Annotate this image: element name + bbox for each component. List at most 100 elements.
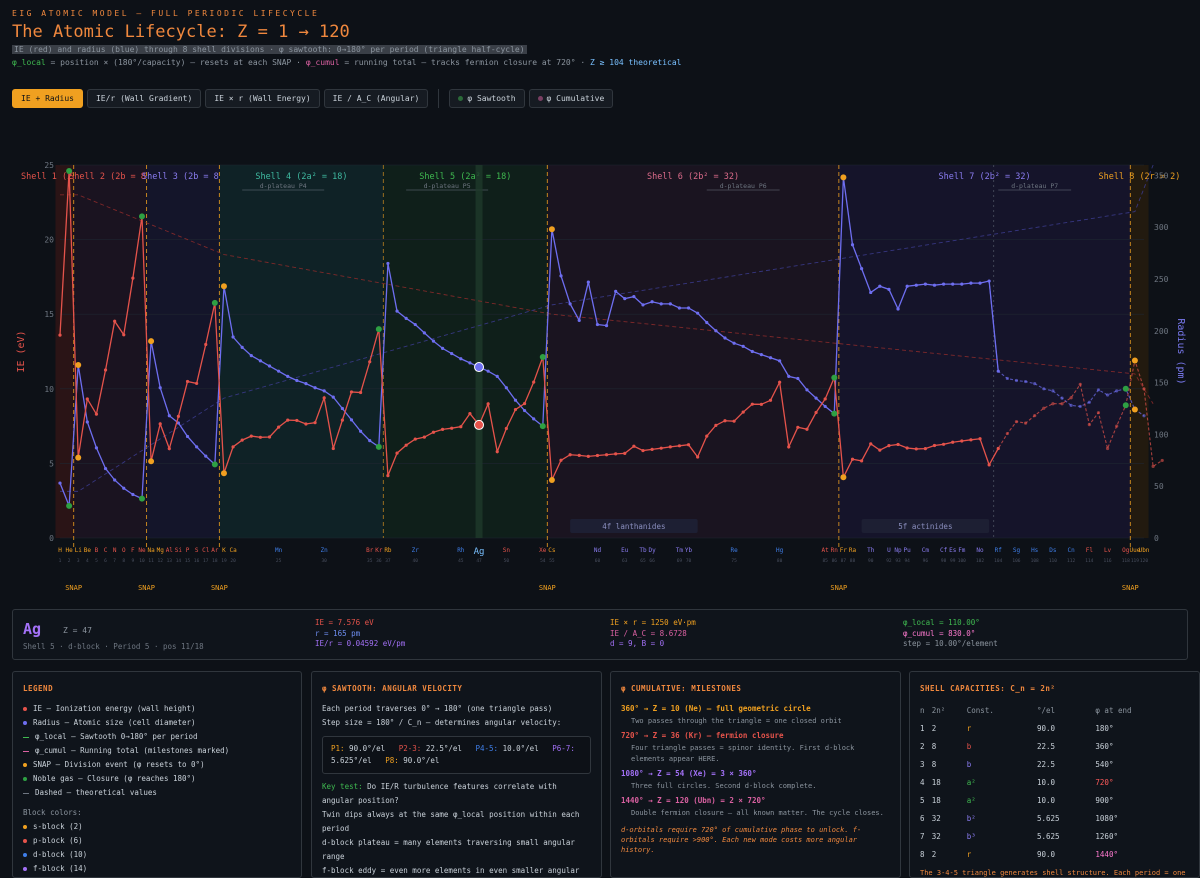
ie-point[interactable] <box>960 439 964 443</box>
ie-point[interactable] <box>440 427 445 431</box>
ie-point[interactable] <box>413 437 417 441</box>
radius-point[interactable] <box>113 478 117 482</box>
ie-point[interactable] <box>932 443 937 448</box>
tab-ie-radius[interactable]: IE + Radius <box>12 89 83 108</box>
ie-point[interactable] <box>768 398 773 402</box>
radius-point[interactable] <box>204 454 208 458</box>
radius-point[interactable] <box>796 376 800 381</box>
radius-point[interactable] <box>559 274 563 278</box>
radius-point[interactable] <box>267 364 272 368</box>
snap-ie-marker[interactable] <box>148 458 155 465</box>
ie-point[interactable] <box>504 426 508 431</box>
ie-point[interactable] <box>814 410 818 415</box>
radius-point[interactable] <box>750 349 754 354</box>
ie-point[interactable] <box>185 379 190 384</box>
noble-gas-radius-marker[interactable] <box>211 461 218 468</box>
ie-point[interactable] <box>978 437 982 441</box>
ie-point[interactable] <box>604 453 609 457</box>
radius-point[interactable] <box>413 322 417 327</box>
radius-point[interactable] <box>486 369 490 373</box>
radius-point[interactable] <box>158 386 162 390</box>
ie-point[interactable] <box>559 458 563 462</box>
radius-point[interactable] <box>331 395 335 399</box>
radius-point[interactable] <box>422 331 426 335</box>
radius-point[interactable] <box>595 322 600 327</box>
radius-point[interactable] <box>359 429 363 433</box>
radius-point[interactable] <box>1042 387 1046 391</box>
ie-point[interactable] <box>1042 406 1046 410</box>
ie-point[interactable] <box>923 447 927 451</box>
ie-point[interactable] <box>304 422 308 426</box>
ie-point[interactable] <box>705 434 709 438</box>
radius-point[interactable] <box>805 388 809 392</box>
radius-point[interactable] <box>249 354 253 358</box>
radius-point[interactable] <box>1096 388 1101 392</box>
ie-point[interactable] <box>595 453 600 458</box>
ie-point[interactable] <box>996 446 1000 451</box>
radius-point[interactable] <box>759 353 764 357</box>
ie-point[interactable] <box>686 443 691 447</box>
ie-point[interactable] <box>1023 421 1028 425</box>
radius-point[interactable] <box>723 336 727 340</box>
radius-point[interactable] <box>577 318 581 323</box>
radius-point[interactable] <box>340 406 344 411</box>
radius-point[interactable] <box>823 404 827 409</box>
ie-point[interactable] <box>468 411 472 416</box>
ie-point[interactable] <box>495 450 499 454</box>
ie-point[interactable] <box>1060 402 1064 406</box>
noble-gas-marker[interactable] <box>138 213 145 220</box>
ie-point[interactable] <box>1005 431 1009 436</box>
noble-gas-marker[interactable] <box>831 374 838 381</box>
radius-point[interactable] <box>304 382 308 386</box>
snap-radius-marker[interactable] <box>840 174 847 181</box>
ie-point[interactable] <box>787 445 791 449</box>
radius-point[interactable] <box>1069 403 1073 407</box>
radius-point[interactable] <box>869 290 873 295</box>
ie-point[interactable] <box>167 447 171 451</box>
radius-point[interactable] <box>778 359 782 363</box>
ie-point[interactable] <box>741 410 745 414</box>
radius-point[interactable] <box>1051 389 1055 393</box>
noble-gas-radius-marker[interactable] <box>539 423 546 430</box>
noble-gas-radius-marker[interactable] <box>375 443 382 450</box>
ie-point[interactable] <box>459 425 463 429</box>
ie-point[interactable] <box>267 435 272 439</box>
ie-point[interactable] <box>58 333 62 337</box>
ie-point[interactable] <box>987 463 991 467</box>
ie-point[interactable] <box>522 401 527 406</box>
snap-radius-marker[interactable] <box>220 283 227 290</box>
radius-point[interactable] <box>522 408 527 413</box>
ie-point[interactable] <box>258 435 263 439</box>
ie-point[interactable] <box>349 390 354 394</box>
ie-point[interactable] <box>659 446 663 450</box>
radius-point[interactable] <box>258 359 263 363</box>
radius-point[interactable] <box>614 289 618 294</box>
ie-point[interactable] <box>696 455 700 459</box>
radius-point[interactable] <box>686 306 691 310</box>
ie-point[interactable] <box>94 412 99 416</box>
radius-point[interactable] <box>623 297 627 301</box>
noble-gas-radius-marker[interactable] <box>1122 385 1129 392</box>
tab-wall-energy[interactable]: IE × r (Wall Energy) <box>205 89 320 108</box>
radius-point[interactable] <box>386 261 390 266</box>
tab-wall-gradient[interactable]: IE/r (Wall Gradient) <box>86 89 202 108</box>
ie-point[interactable] <box>714 423 718 427</box>
radius-point[interactable] <box>1014 378 1019 383</box>
radius-point[interactable] <box>659 302 663 306</box>
ie-point[interactable] <box>850 457 855 461</box>
radius-point[interactable] <box>240 345 244 349</box>
radius-point[interactable] <box>650 300 654 304</box>
toggle-phi-cumulative[interactable]: φ Cumulative <box>528 89 614 108</box>
ie-point[interactable] <box>778 380 782 384</box>
noble-gas-marker[interactable] <box>539 354 546 361</box>
selected-radius-marker[interactable] <box>474 362 485 373</box>
ie-point[interactable] <box>905 446 909 450</box>
ie-point[interactable] <box>796 425 800 429</box>
snap-ie-marker[interactable] <box>1131 357 1138 364</box>
radius-point[interactable] <box>195 445 199 449</box>
radius-point[interactable] <box>532 417 536 421</box>
ie-point[interactable] <box>668 445 672 449</box>
ie-point[interactable] <box>723 419 727 423</box>
radius-point[interactable] <box>568 302 572 306</box>
tab-angular[interactable]: IE / A_C (Angular) <box>323 89 429 108</box>
